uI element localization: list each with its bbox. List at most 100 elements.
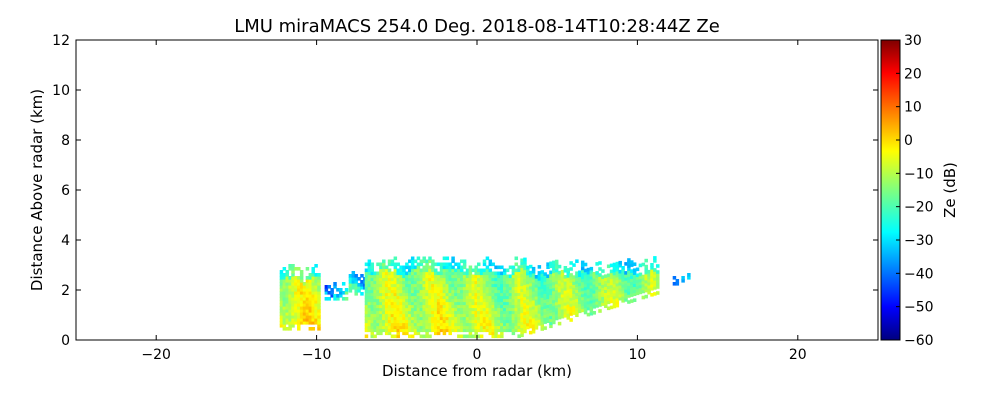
echo-cell bbox=[575, 307, 579, 311]
echo-cell bbox=[497, 265, 501, 270]
echo-cell bbox=[569, 261, 573, 265]
echo-cell bbox=[534, 320, 539, 324]
echo-cell bbox=[462, 313, 467, 318]
echo-cell bbox=[297, 324, 301, 328]
echo-cell bbox=[428, 310, 432, 315]
echo-cell bbox=[439, 265, 444, 270]
echo-cell bbox=[413, 319, 418, 324]
echo-cell bbox=[405, 274, 409, 279]
echo-cell bbox=[520, 270, 524, 275]
echo-cell bbox=[405, 271, 409, 276]
echo-cell bbox=[485, 322, 490, 327]
radar-echo-field bbox=[279, 256, 691, 339]
echo-cell bbox=[291, 264, 295, 268]
echo-cell bbox=[534, 290, 539, 294]
echo-cell bbox=[575, 301, 579, 305]
echo-cell bbox=[428, 295, 432, 300]
echo-cell bbox=[370, 310, 374, 315]
echo-cell bbox=[367, 298, 372, 303]
echo-cell bbox=[537, 322, 542, 326]
echo-cell bbox=[451, 313, 455, 318]
echo-cell bbox=[314, 321, 318, 325]
echo-cell bbox=[457, 301, 461, 306]
echo-cell bbox=[410, 328, 415, 333]
echo-cell bbox=[364, 325, 369, 330]
echo-cell bbox=[560, 308, 565, 313]
echo-cell bbox=[534, 275, 539, 279]
echo-cell bbox=[543, 308, 547, 312]
echo-cell bbox=[457, 319, 461, 324]
echo-cell bbox=[656, 273, 660, 277]
echo-cell bbox=[508, 301, 513, 306]
echo-cell bbox=[351, 280, 356, 284]
echo-cell bbox=[517, 289, 521, 293]
echo-cell bbox=[285, 315, 289, 319]
echo-cell bbox=[627, 258, 631, 262]
echo-cell bbox=[601, 281, 605, 285]
echo-cell bbox=[299, 306, 304, 310]
echo-cell bbox=[311, 321, 315, 325]
echo-cell bbox=[410, 301, 415, 306]
echo-cell bbox=[540, 273, 545, 277]
echo-cell bbox=[405, 325, 409, 330]
echo-cell bbox=[650, 281, 654, 285]
echo-cell bbox=[367, 301, 372, 306]
echo-cell bbox=[279, 303, 284, 307]
echo-cell bbox=[479, 274, 484, 279]
echo-cell bbox=[540, 300, 545, 304]
echo-cell bbox=[442, 295, 447, 300]
echo-cell bbox=[624, 271, 628, 275]
echo-cell bbox=[632, 298, 637, 302]
echo-cell bbox=[491, 304, 495, 309]
echo-cell bbox=[434, 289, 438, 294]
echo-cell bbox=[373, 286, 377, 291]
echo-cell bbox=[485, 325, 490, 330]
echo-cell bbox=[413, 292, 418, 297]
echo-cell bbox=[554, 289, 559, 294]
echo-cell bbox=[396, 313, 400, 318]
echo-cell bbox=[445, 268, 450, 273]
echo-cell bbox=[502, 280, 507, 285]
echo-cell bbox=[552, 302, 556, 307]
echo-cell bbox=[543, 287, 547, 291]
echo-cell bbox=[439, 292, 444, 297]
echo-cell bbox=[612, 286, 617, 291]
echo-cell bbox=[549, 306, 553, 311]
echo-cell bbox=[552, 269, 556, 274]
echo-cell bbox=[370, 307, 374, 312]
echo-cell bbox=[436, 286, 441, 291]
echo-cell bbox=[460, 274, 464, 279]
echo-cell bbox=[348, 289, 353, 293]
echo-cell bbox=[520, 261, 524, 266]
echo-cell bbox=[425, 316, 429, 321]
echo-cell bbox=[324, 288, 329, 292]
echo-cell bbox=[494, 322, 498, 327]
echo-cell bbox=[528, 285, 533, 290]
echo-cell bbox=[474, 268, 478, 273]
echo-cell bbox=[285, 312, 289, 316]
echo-cell bbox=[308, 321, 313, 325]
echo-cell bbox=[393, 283, 398, 288]
echo-cell bbox=[439, 316, 444, 321]
echo-cell bbox=[549, 300, 553, 305]
echo-cell bbox=[382, 271, 386, 276]
echo-cell bbox=[279, 291, 284, 295]
echo-cell bbox=[598, 282, 602, 286]
echo-cell bbox=[578, 276, 582, 281]
echo-cell bbox=[425, 334, 429, 339]
echo-cell bbox=[344, 288, 349, 292]
echo-cell bbox=[508, 286, 513, 291]
echo-cell bbox=[288, 315, 292, 319]
echo-cell bbox=[384, 322, 389, 327]
echo-cell bbox=[419, 328, 424, 333]
echo-cell bbox=[494, 316, 498, 321]
echo-cell bbox=[457, 262, 461, 267]
echo-cell bbox=[644, 258, 648, 263]
echo-cell bbox=[425, 298, 429, 303]
echo-cell bbox=[282, 312, 287, 316]
echo-cell bbox=[425, 271, 429, 276]
echo-cell bbox=[408, 310, 412, 315]
echo-cell bbox=[431, 307, 435, 312]
echo-cell bbox=[428, 271, 432, 276]
echo-cell bbox=[376, 316, 380, 321]
